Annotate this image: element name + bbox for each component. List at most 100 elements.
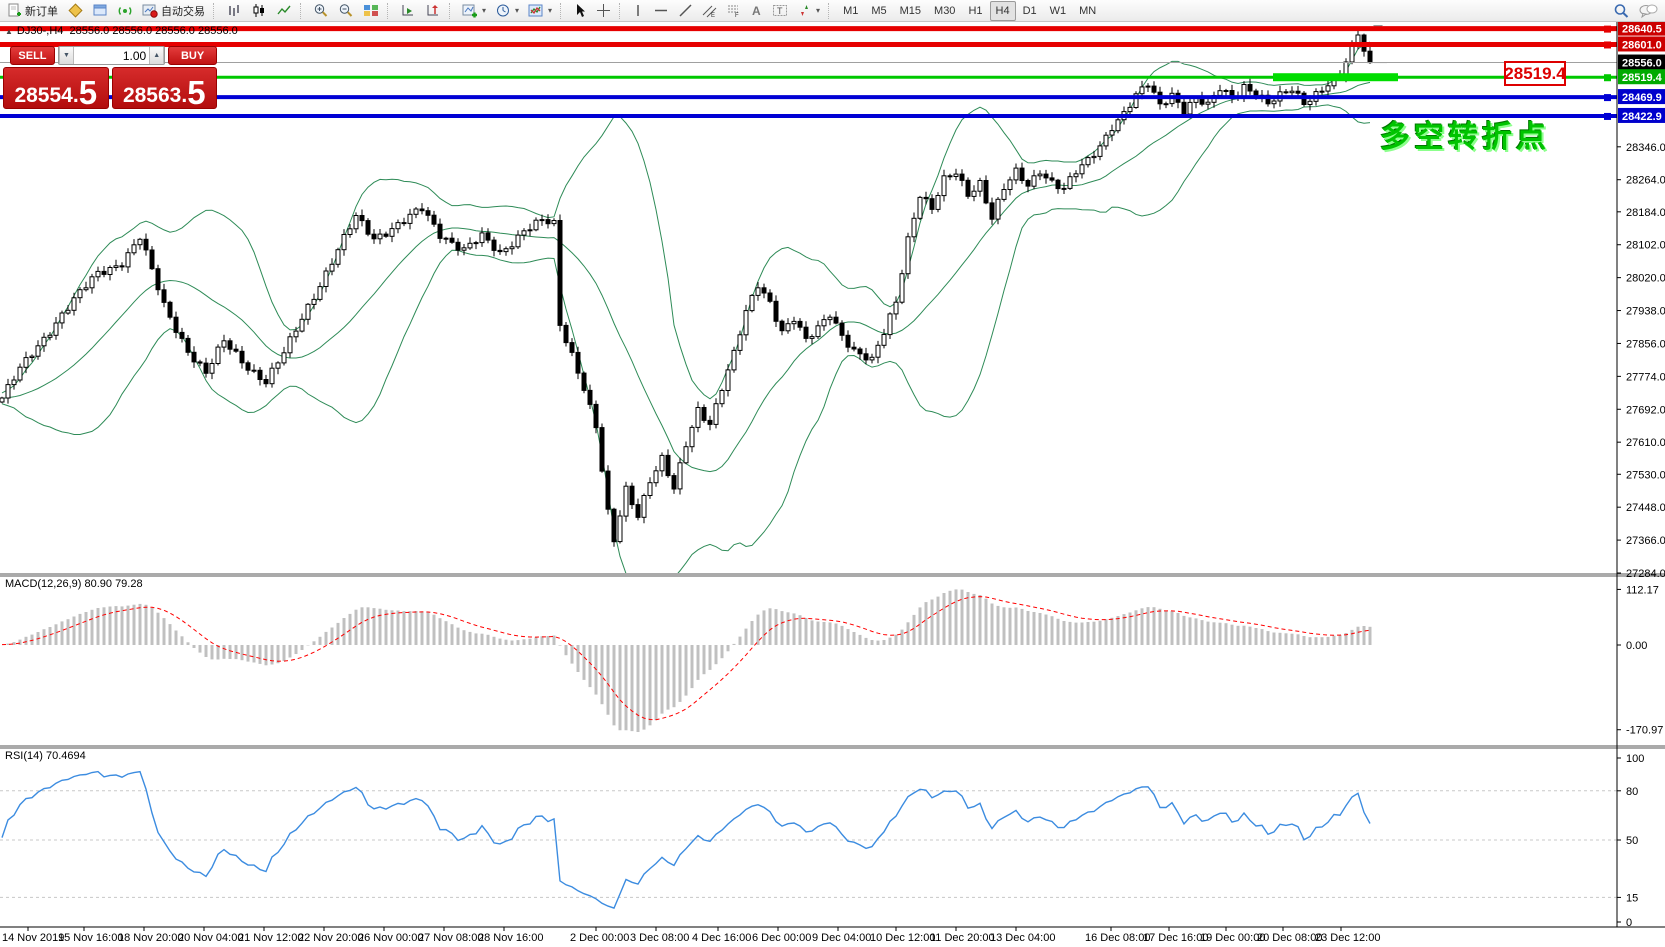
crosshair-button[interactable] bbox=[592, 0, 615, 22]
buy-price-box[interactable]: 28563. 5 bbox=[111, 67, 217, 109]
trend-segment[interactable] bbox=[1273, 73, 1398, 82]
auto-scroll-button[interactable] bbox=[396, 0, 420, 22]
timeframe-m1[interactable]: M1 bbox=[843, 4, 859, 17]
cursor-button[interactable] bbox=[569, 0, 591, 22]
timeframe-mn[interactable]: MN bbox=[1079, 4, 1097, 17]
horizontal-line-button[interactable] bbox=[649, 0, 673, 22]
chart-shift-button[interactable] bbox=[421, 0, 445, 22]
dropdown-caret: ▾ bbox=[515, 6, 520, 15]
macd-indicator-label: MACD(12,26,9) 80.90 79.28 bbox=[5, 578, 143, 590]
timeframe-h1[interactable]: H1 bbox=[968, 4, 983, 17]
toolbar-separator bbox=[300, 2, 305, 19]
volume-down-button[interactable]: ▼ bbox=[58, 47, 74, 64]
line-end-marker bbox=[1604, 74, 1611, 82]
svg-text:28469.9: 28469.9 bbox=[1622, 92, 1662, 104]
trendline-icon bbox=[678, 3, 693, 18]
arrows-button[interactable]: ▾ bbox=[793, 0, 824, 22]
price-tick-label: 27530.0 bbox=[1626, 469, 1665, 481]
buy-button[interactable]: BUY bbox=[168, 46, 217, 65]
trendline-button[interactable] bbox=[674, 0, 697, 22]
indicators-button[interactable]: ▾ bbox=[458, 0, 490, 22]
charts-window-button[interactable] bbox=[88, 0, 112, 22]
text-label-button[interactable]: T bbox=[768, 0, 792, 22]
timeframe-m30[interactable]: M30 bbox=[934, 4, 956, 17]
bar-chart-button[interactable] bbox=[222, 0, 246, 22]
sell-price-box[interactable]: 28554. 5 bbox=[3, 67, 109, 109]
turning-point-annotation[interactable]: 多空转折点 bbox=[1380, 121, 1550, 154]
sell-button[interactable]: SELL bbox=[10, 46, 55, 65]
chart-ohlc-values: 28556.0 28556.0 28556.0 28556.0 bbox=[69, 25, 238, 37]
one-click-trading-panel: SELL ▼ ▲ BUY 28554.5 28563.5 bbox=[3, 46, 217, 109]
window-collapse-icon[interactable]: ▲ bbox=[5, 27, 13, 36]
price-tick-label: 28346.0 bbox=[1626, 142, 1665, 154]
level-price-label bbox=[1618, 69, 1665, 85]
time-tick-label: 23 Dec 12:00 bbox=[1315, 932, 1380, 944]
periods-button[interactable]: ▾ bbox=[491, 0, 523, 22]
timeframe-d1[interactable]: D1 bbox=[1022, 4, 1037, 17]
zoom-out-button[interactable] bbox=[334, 0, 358, 22]
line-end-marker bbox=[1604, 94, 1611, 102]
level-price-label bbox=[1618, 20, 1665, 36]
price-tick-label: 28264.0 bbox=[1626, 175, 1665, 187]
volume-input[interactable] bbox=[73, 47, 150, 64]
time-tick-label: 26 Nov 00:00 bbox=[358, 932, 423, 944]
equidistant-channel-button[interactable]: E bbox=[698, 0, 721, 22]
vertical-line-button[interactable] bbox=[628, 0, 648, 22]
new-order-button[interactable]: 新订单 bbox=[3, 0, 62, 22]
arrows-icon bbox=[797, 3, 812, 18]
profiles-button[interactable] bbox=[63, 0, 87, 22]
buy-price-dot: . bbox=[181, 84, 188, 107]
timeframe-m15[interactable]: M15 bbox=[899, 4, 922, 17]
indicators-icon bbox=[462, 3, 478, 18]
level-price-label bbox=[1618, 36, 1665, 52]
svg-text:E: E bbox=[711, 13, 715, 18]
macd-values: 80.90 79.28 bbox=[84, 578, 143, 590]
time-tick-label: 10 Dec 12:00 bbox=[870, 932, 935, 944]
timeframe-w1[interactable]: W1 bbox=[1049, 4, 1067, 17]
time-tick-label: 6 Dec 00:00 bbox=[752, 932, 811, 944]
line-end-marker bbox=[1604, 112, 1611, 120]
time-tick-label: 14 Nov 2019 bbox=[2, 932, 64, 944]
line-end-marker bbox=[1604, 25, 1611, 33]
cursor-icon bbox=[573, 3, 587, 18]
time-tick-label: 4 Dec 16:00 bbox=[692, 932, 751, 944]
rsi-tick-label: 80 bbox=[1626, 786, 1638, 798]
candlestick-icon bbox=[251, 3, 267, 18]
time-tick-label: 2 Dec 00:00 bbox=[570, 932, 629, 944]
tile-windows-button[interactable] bbox=[359, 0, 383, 22]
price-tick-label: 27774.0 bbox=[1626, 371, 1665, 383]
templates-button[interactable]: ▾ bbox=[524, 0, 556, 22]
timeframe-h4[interactable]: H4 bbox=[989, 0, 1016, 21]
time-tick-label: 16 Dec 08:00 bbox=[1085, 932, 1150, 944]
chat-button[interactable] bbox=[1634, 0, 1662, 22]
volume-up-button[interactable]: ▲ bbox=[149, 47, 165, 64]
zoom-in-button[interactable] bbox=[309, 0, 333, 22]
rsi-value: 70.4694 bbox=[45, 750, 86, 762]
signals-icon bbox=[117, 3, 133, 18]
fibonacci-button[interactable]: F bbox=[722, 0, 745, 22]
price-flag-label[interactable]: 28519.4 bbox=[1504, 61, 1566, 86]
line-chart-button[interactable] bbox=[272, 0, 296, 22]
svg-text:28422.9: 28422.9 bbox=[1622, 111, 1662, 123]
timeframe-m5[interactable]: M5 bbox=[871, 4, 887, 17]
vertical-line-icon bbox=[632, 3, 644, 18]
svg-text:28556.0: 28556.0 bbox=[1622, 58, 1662, 70]
sell-price-dot: . bbox=[72, 84, 79, 107]
text-button[interactable]: A bbox=[746, 0, 767, 22]
volume-box: ▼ ▲ bbox=[57, 46, 166, 65]
dropdown-caret: ▾ bbox=[816, 6, 821, 15]
sell-price-main: 28554 bbox=[14, 84, 73, 107]
svg-text:28601.0: 28601.0 bbox=[1622, 39, 1662, 51]
toolbar-separator bbox=[213, 2, 218, 19]
autotrading-button[interactable]: 自动交易 bbox=[138, 0, 209, 22]
line-chart-icon bbox=[276, 3, 292, 18]
toolbar-separator bbox=[828, 2, 833, 19]
signals-button[interactable] bbox=[113, 0, 137, 22]
svg-text:28519.4: 28519.4 bbox=[1622, 72, 1663, 84]
time-tick-label: 13 Dec 04:00 bbox=[990, 932, 1055, 944]
dropdown-caret: ▾ bbox=[548, 6, 553, 15]
search-button[interactable] bbox=[1609, 0, 1634, 22]
candlestick-button[interactable] bbox=[247, 0, 271, 22]
profiles-icon bbox=[67, 3, 83, 18]
